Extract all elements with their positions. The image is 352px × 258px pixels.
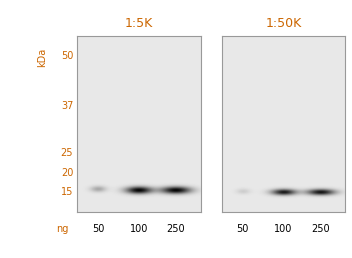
Text: 1:5K: 1:5K [125,17,153,30]
Text: 15: 15 [61,187,73,197]
Text: ng: ng [56,224,69,235]
Text: 25: 25 [61,148,73,158]
Text: 50: 50 [61,51,73,61]
Text: 1:50K: 1:50K [265,17,301,30]
Text: 50: 50 [237,224,249,235]
Text: 50: 50 [92,224,105,235]
Text: 100: 100 [274,224,293,235]
Text: 37: 37 [61,101,73,111]
Text: 20: 20 [61,168,73,178]
Text: 250: 250 [311,224,329,235]
Text: 100: 100 [130,224,148,235]
Text: 250: 250 [167,224,185,235]
Text: kDa: kDa [37,47,47,67]
